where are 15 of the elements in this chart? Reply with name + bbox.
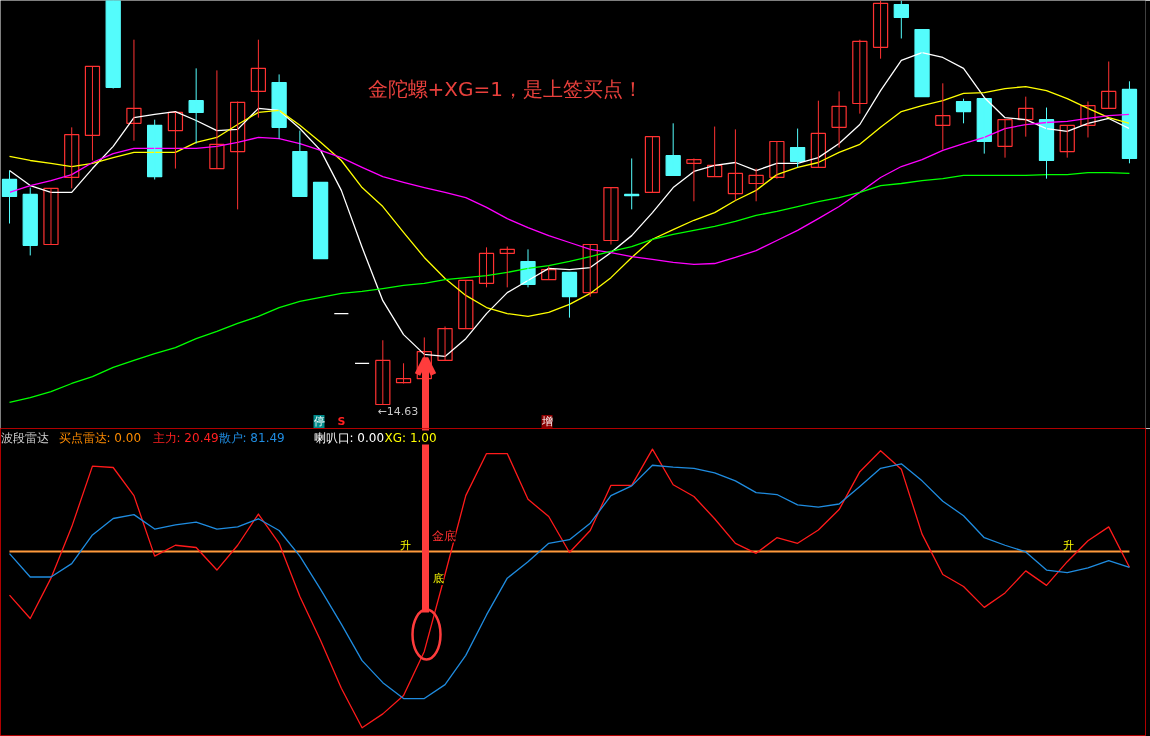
chart-title: 波段雷达	[0, 430, 49, 445]
annotation: 升	[399, 539, 411, 552]
annotation: 金陀螺+XG=1，是上签买点！	[367, 76, 643, 101]
annotation: 金底	[431, 528, 456, 543]
annotation: 底	[432, 572, 444, 585]
text: 主力: 20.49	[152, 430, 219, 445]
text: 喇叭口: 0.00	[313, 430, 385, 445]
text: S	[337, 415, 346, 428]
annotation: ←14.63	[377, 404, 419, 418]
text: 买点雷达: 0.00	[58, 430, 142, 445]
text: 增	[540, 415, 553, 428]
text: 停	[313, 415, 325, 428]
text: XG: 1.00	[384, 430, 437, 445]
text: 散户: 81.49	[218, 430, 285, 445]
annotation: 升	[1062, 539, 1074, 552]
